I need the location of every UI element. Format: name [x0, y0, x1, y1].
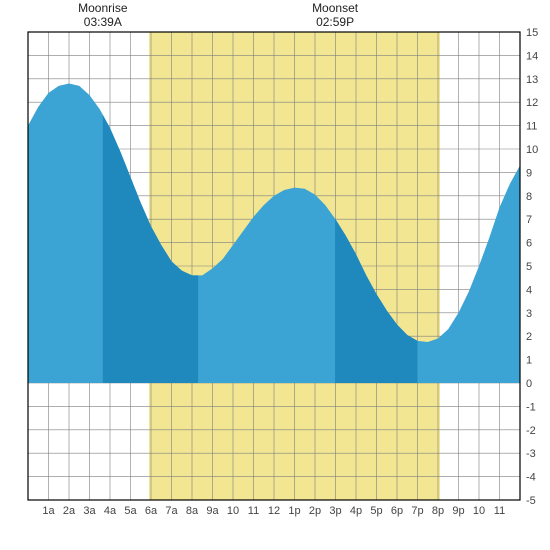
x-tick-label: 6p: [391, 505, 403, 517]
x-tick-label: 10: [227, 505, 239, 517]
y-tick-label: 14: [526, 50, 538, 62]
x-tick-label: 1a: [42, 505, 55, 517]
y-tick-label: 4: [526, 284, 532, 296]
x-tick-label: 5p: [370, 505, 382, 517]
x-tick-label: 11: [494, 505, 505, 517]
x-tick-label: 8p: [432, 505, 444, 517]
x-tick-label: 9p: [452, 505, 464, 517]
y-tick-label: 3: [526, 308, 532, 320]
moonrise-title: Moonrise: [78, 1, 128, 15]
x-tick-label: 7p: [411, 505, 423, 517]
moonrise-time: 03:39A: [84, 15, 122, 29]
x-tick-label: 5a: [124, 505, 137, 517]
y-tick-label: -3: [526, 448, 536, 460]
x-tick-label: 10: [473, 505, 485, 517]
y-tick-label: 13: [526, 74, 538, 86]
x-tick-label: 11: [248, 505, 259, 517]
x-tick-label: 4p: [350, 505, 362, 517]
x-tick-label: 1p: [288, 505, 300, 517]
y-tick-label: -2: [526, 425, 536, 437]
y-tick-label: 11: [526, 121, 537, 133]
y-tick-label: 10: [526, 144, 538, 156]
x-tick-label: 2p: [309, 505, 321, 517]
x-tick-label: 6a: [145, 505, 158, 517]
moonset-title: Moonset: [312, 1, 359, 15]
x-tick-label: 3p: [329, 505, 341, 517]
y-tick-label: 8: [526, 191, 532, 203]
y-tick-label: 6: [526, 238, 532, 250]
tide-chart: 1a2a3a4a5a6a7a8a9a1011121p2p3p4p5p6p7p8p…: [0, 0, 550, 550]
y-tick-label: 12: [526, 97, 538, 109]
x-tick-label: 3a: [83, 505, 96, 517]
y-tick-label: 0: [526, 378, 532, 390]
y-tick-label: 2: [526, 331, 532, 343]
y-tick-label: 1: [526, 355, 532, 367]
x-tick-label: 4a: [104, 505, 117, 517]
x-tick-label: 2a: [63, 505, 76, 517]
y-tick-label: -5: [526, 495, 536, 507]
y-tick-label: 7: [526, 214, 532, 226]
x-tick-label: 8a: [186, 505, 199, 517]
chart-svg: 1a2a3a4a5a6a7a8a9a1011121p2p3p4p5p6p7p8p…: [0, 0, 550, 550]
x-tick-label: 9a: [206, 505, 219, 517]
y-tick-label: -1: [526, 401, 536, 413]
y-tick-label: 9: [526, 167, 532, 179]
x-tick-label: 12: [268, 505, 280, 517]
x-tick-label: 7a: [165, 505, 178, 517]
y-tick-label: 15: [526, 27, 538, 39]
y-tick-label: 5: [526, 261, 532, 273]
moonset-time: 02:59P: [316, 15, 354, 29]
y-tick-label: -4: [526, 472, 536, 484]
